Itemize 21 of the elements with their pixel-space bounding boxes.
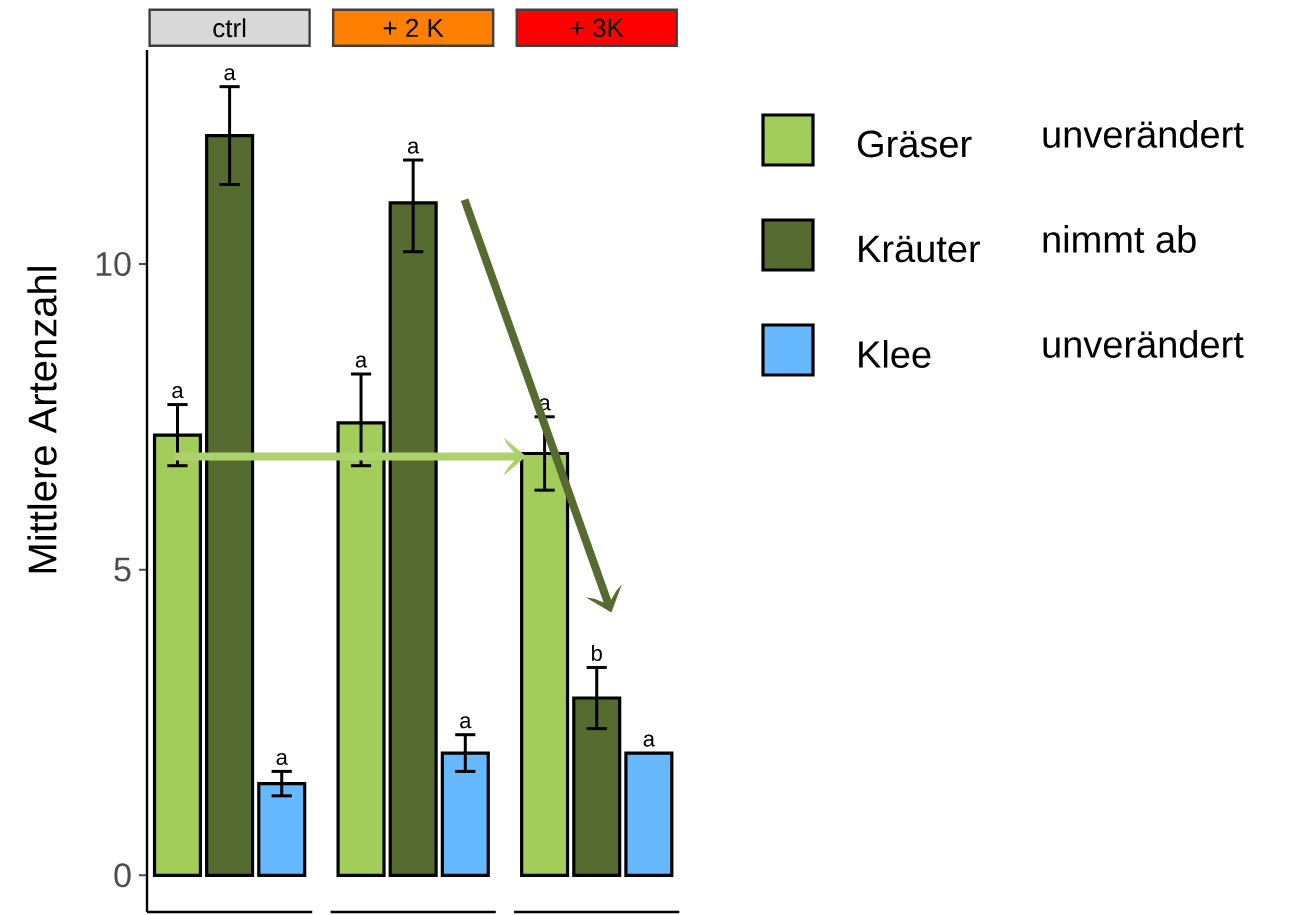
x-tick-label: ctrl [213,18,246,38]
y-tick-label: 0 [114,863,131,888]
text: unverändert [1043,120,1244,148]
y-tick-label: 10 [96,251,131,277]
y-axis-title: Mittlere Artenzahl [27,267,57,573]
data-label: a [407,141,420,154]
legend-label: Kräuter [859,235,981,263]
legend-label: Gräser [857,130,972,158]
data-label: a [460,716,472,729]
text: unverändert [1043,330,1244,358]
data-label: a [355,355,368,368]
data-label: b [592,644,602,662]
legend-label: Klee [859,340,931,368]
data-label: a [276,752,288,765]
data-label: a [224,68,236,81]
x-tick-label: + 2 K [383,18,444,37]
x-tick-label: + 3K [570,18,624,37]
y-tick-label: 5 [114,557,131,582]
data-label: a [172,386,184,399]
data-label: a [643,734,655,747]
text: nimmt ab [1043,225,1196,253]
